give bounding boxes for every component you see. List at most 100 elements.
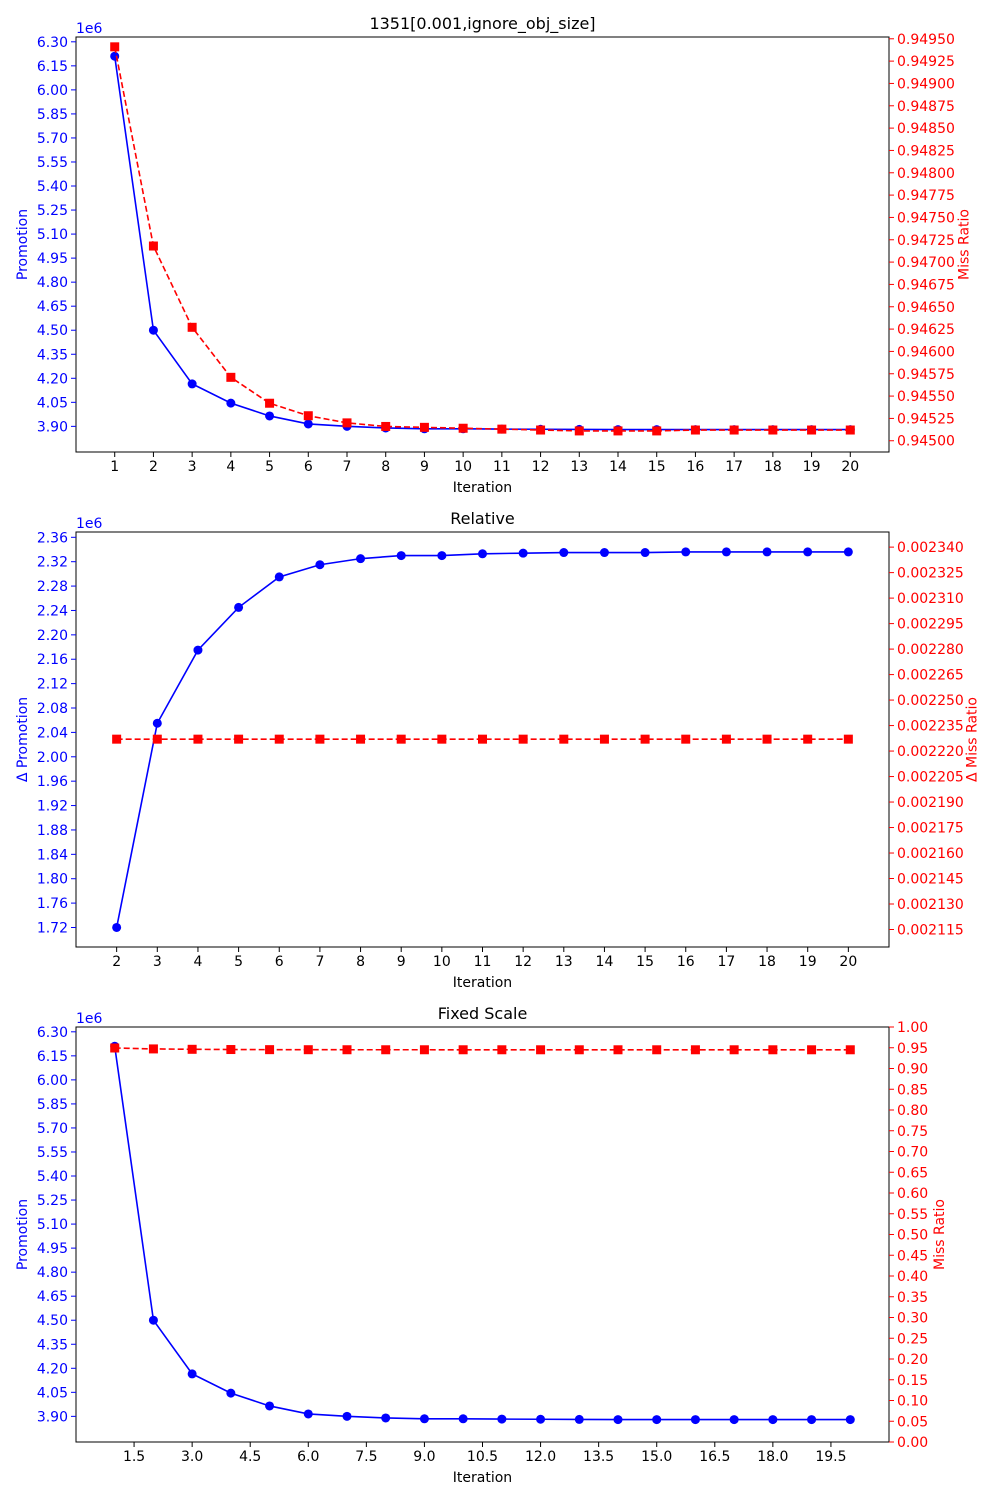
- chart-3-y-right-tick-label: 0.50: [897, 1228, 928, 1244]
- chart-3-x-tick-label: 6.0: [297, 1449, 319, 1465]
- chart-2-x-tick-label: 5: [234, 954, 243, 970]
- chart-3-y-right-tick-label: 0.30: [897, 1311, 928, 1327]
- chart-1-miss-ratio-point: [265, 398, 275, 408]
- chart-2-y-left-tick-label: 2.12: [37, 677, 68, 693]
- chart-3-title: Fixed Scale: [438, 1004, 528, 1023]
- chart-3-x-tick-label: 18.0: [757, 1449, 788, 1465]
- chart-2-y-right-tick-label: 0.002265: [897, 668, 964, 684]
- chart-2-y-left-offset-label: 1e6: [76, 516, 103, 532]
- chart-2-y-right-tick-label: 0.002175: [897, 821, 964, 837]
- chart-1-y-left-tick-label: 5.40: [37, 179, 68, 195]
- chart-1-x-axis-label: Iteration: [453, 480, 512, 496]
- chart-1-y-right-tick-label: 0.94775: [897, 188, 955, 204]
- chart-1-y-right-tick-label: 0.94950: [897, 32, 955, 48]
- chart-3-promotion-point: [342, 1411, 352, 1421]
- chart-2-x-tick-label: 13: [555, 954, 573, 970]
- chart-2-promotion-point: [599, 548, 609, 558]
- chart-1-x-tick-label: 17: [725, 459, 743, 475]
- chart-1-x-tick-label: 3: [188, 459, 197, 475]
- chart-2-y-left-tick-label: 1.76: [37, 896, 68, 912]
- chart-3-y-right-tick-label: 0.75: [897, 1124, 928, 1140]
- chart-1-miss-ratio-point: [110, 42, 120, 52]
- chart-3-promotion-line: [113, 1046, 851, 1421]
- chart-2-miss-ratio-point: [518, 734, 528, 744]
- chart-1-y-left-tick-label: 3.90: [37, 419, 68, 435]
- chart-3-promotion-point: [574, 1414, 584, 1424]
- chart-1-miss-ratio-point: [690, 425, 700, 435]
- chart-3-promotion-point: [807, 1415, 817, 1425]
- chart-2-y-right-tick-label: 0.002340: [897, 540, 964, 556]
- chart-1-miss-ratio-point: [768, 425, 778, 435]
- chart-2-y-left-tick-label: 2.36: [37, 530, 68, 546]
- chart-1-x-tick-label: 1: [110, 459, 119, 475]
- chart-2-miss-ratio-point: [843, 734, 853, 744]
- chart-3-miss-ratio-point: [419, 1045, 429, 1055]
- chart-1-miss-ratio-point: [458, 423, 468, 433]
- chart-2-promotion-point: [193, 645, 203, 655]
- chart-2-promotion-point: [559, 548, 569, 558]
- chart-1-y-right-tick-label: 0.94550: [897, 389, 955, 405]
- chart-3-x-tick-label: 3.0: [181, 1449, 203, 1465]
- chart-1-y-left-tick-label: 6.00: [37, 83, 68, 99]
- chart-2-miss-ratio-point: [396, 734, 406, 744]
- chart-3-y-left-tick-label: 5.10: [37, 1217, 68, 1233]
- chart-2-miss-ratio-point: [599, 734, 609, 744]
- chart-3-x-tick-label: 7.5: [355, 1449, 377, 1465]
- chart-1-promotion-point: [226, 398, 236, 408]
- chart-1-miss-ratio-point: [574, 426, 584, 436]
- chart-2-x-tick-label: 9: [397, 954, 406, 970]
- chart-3-x-tick-label: 15.0: [641, 1449, 672, 1465]
- chart-1-y-left-tick-label: 5.55: [37, 155, 68, 171]
- chart-1-y-left-tick-label: 4.35: [37, 347, 68, 363]
- chart-3-y-right-tick-label: 0.40: [897, 1269, 928, 1285]
- chart-1-title: 1351[0.001,ignore_obj_size]: [369, 14, 595, 34]
- chart-3-y-right-tick-label: 0.80: [897, 1103, 928, 1119]
- chart-2-x-axis-label: Iteration: [453, 975, 512, 991]
- chart-2-miss-ratio-point: [640, 734, 650, 744]
- chart-3-miss-ratio-point: [265, 1045, 275, 1055]
- chart-2-y-left-tick-label: 2.00: [37, 750, 68, 766]
- chart-3-x-axis-label: Iteration: [453, 1470, 512, 1486]
- chart-1-y-left-tick-label: 4.05: [37, 395, 68, 411]
- chart-3-promotion-point: [303, 1409, 313, 1419]
- chart-3-miss-ratio-point: [497, 1045, 507, 1055]
- chart-2-x-tick-label: 14: [596, 954, 614, 970]
- chart-3-y-right-tick-label: 0.00: [897, 1435, 928, 1451]
- chart-2-promotion-point: [478, 549, 487, 559]
- chart-1-miss-ratio-point: [342, 418, 352, 428]
- chart-1-y-left-offset-label: 1e6: [76, 21, 103, 37]
- chart-3-miss-ratio-point: [148, 1044, 158, 1054]
- chart-1-y-right-tick-label: 0.94700: [897, 255, 955, 271]
- chart-2-y-left-tick-label: 1.96: [37, 774, 68, 790]
- chart-2-y-right-tick-label: 0.002145: [897, 872, 964, 888]
- chart-2-promotion-point: [112, 922, 122, 932]
- chart-3-miss-ratio-point: [187, 1044, 197, 1054]
- chart-3-promotion-point: [381, 1413, 391, 1423]
- chart-3-y-left-tick-label: 6.00: [37, 1073, 68, 1089]
- chart-1-y-right-tick-label: 0.94525: [897, 411, 955, 427]
- chart-2-miss-ratio-point: [721, 734, 731, 744]
- chart-3-promotion-point: [652, 1415, 662, 1425]
- chart-1-miss-ratio-point: [807, 425, 817, 435]
- chart-3-y-left-tick-label: 4.05: [37, 1385, 68, 1401]
- chart-3-promotion-point: [497, 1414, 507, 1424]
- chart-1-y-right-tick-label: 0.94850: [897, 121, 955, 137]
- chart-1-x-tick-label: 15: [648, 459, 666, 475]
- chart-3-x-tick-label: 4.5: [239, 1449, 261, 1465]
- chart-1-miss-ratio-point: [419, 422, 429, 432]
- chart-3-promotion-point: [536, 1414, 546, 1424]
- chart-1-x-tick-label: 4: [226, 459, 235, 475]
- chart-2-promotion-point: [518, 548, 528, 558]
- chart-3-miss-ratio-point: [536, 1045, 546, 1055]
- chart-3-y-right-tick-label: 0.45: [897, 1248, 928, 1264]
- chart-2-promotion-point: [356, 554, 366, 564]
- chart-3-y-left-tick-label: 4.20: [37, 1361, 68, 1377]
- chart-3-x-tick-label: 1.5: [123, 1449, 145, 1465]
- chart-1-y-right-tick-label: 0.94650: [897, 300, 955, 316]
- chart-1-x-tick-label: 5: [265, 459, 274, 475]
- chart-2-y-right-tick-label: 0.002130: [897, 897, 964, 913]
- chart-2-promotion-point: [274, 572, 284, 582]
- chart-2-x-tick-label: 15: [636, 954, 654, 970]
- chart-1-x-tick-label: 10: [454, 459, 472, 475]
